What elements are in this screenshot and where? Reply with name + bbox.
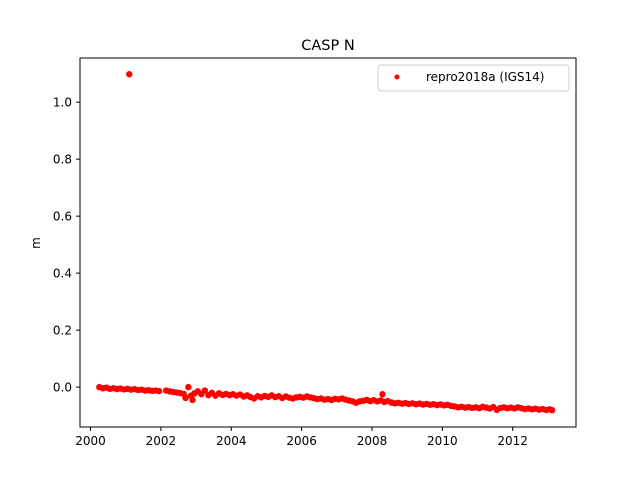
- y-tick-label: 0.4: [53, 267, 72, 281]
- chart-title: CASP N: [301, 38, 354, 54]
- legend-label: repro2018a (IGS14): [426, 70, 544, 84]
- data-point: [182, 394, 189, 402]
- x-tick-label: 2010: [427, 434, 458, 448]
- legend-frame: [377, 64, 570, 92]
- data-point: [379, 391, 386, 398]
- data-point: [548, 406, 556, 414]
- data-point: [201, 387, 209, 394]
- data-point: [185, 383, 192, 391]
- x-tick-label: 2002: [146, 434, 177, 448]
- y-tick-label: 1.0: [53, 96, 72, 110]
- legend: repro2018a (IGS14): [377, 64, 570, 92]
- plot-frame: [79, 57, 577, 428]
- data-point: [189, 396, 196, 404]
- data-point: [126, 71, 133, 78]
- legend-marker: [394, 74, 400, 80]
- x-tick-label: 2008: [357, 434, 388, 448]
- data-points: [96, 71, 556, 414]
- x-tick-label: 2006: [286, 434, 317, 448]
- y-tick-label: 0.2: [53, 324, 72, 338]
- y-axis-label: m: [29, 237, 43, 249]
- x-tick-label: 2012: [497, 434, 528, 448]
- y-tick-label: 0.0: [53, 381, 72, 395]
- data-point: [155, 387, 163, 395]
- x-axis-ticks: 2000 2002 2004 2006 2008 2010 2012: [75, 427, 528, 448]
- y-axis-ticks: 0.0 0.2 0.4 0.6 0.8 1.0: [53, 96, 80, 395]
- x-tick-label: 2000: [75, 434, 106, 448]
- x-tick-label: 2004: [216, 434, 247, 448]
- y-tick-label: 0.6: [53, 210, 72, 224]
- y-tick-label: 0.8: [53, 153, 72, 167]
